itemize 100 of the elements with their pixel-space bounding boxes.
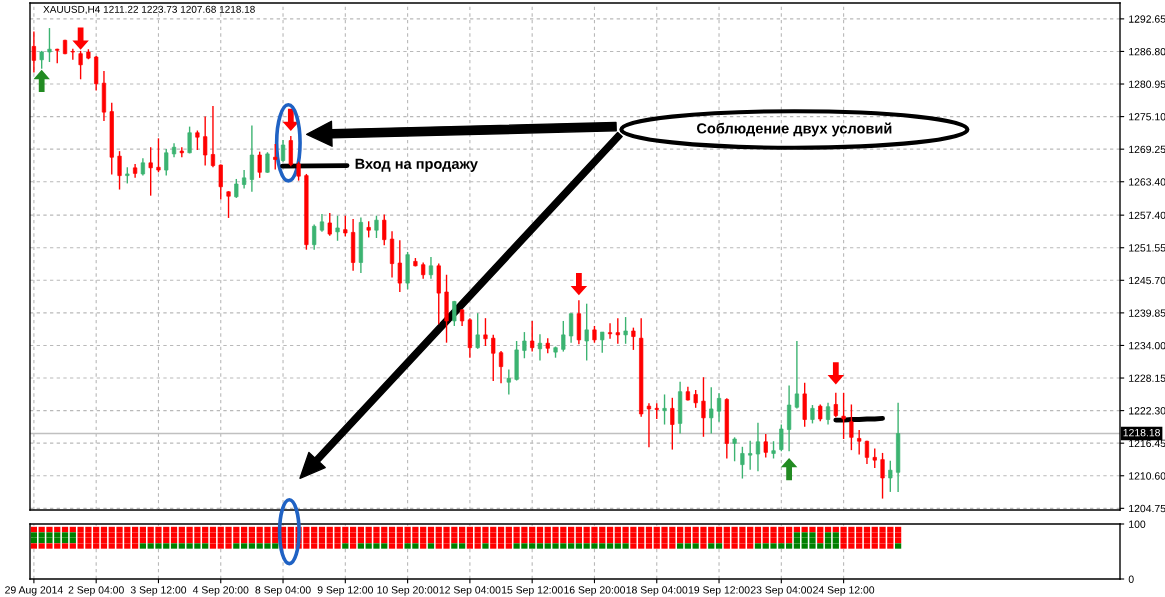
x-tick-label: 29 Aug 2014 (5, 586, 63, 596)
candlestick (857, 429, 862, 456)
candlestick (662, 393, 667, 426)
candlestick (537, 333, 543, 362)
candlestick (491, 334, 496, 382)
candlestick (296, 161, 301, 182)
candlestick (273, 143, 278, 171)
candlestick (195, 129, 200, 151)
candlestick (600, 331, 605, 354)
x-tick-label: 24 Sep 12:00 (813, 586, 875, 596)
y-tick-label: 1222.30 (1129, 407, 1165, 415)
candlestick (242, 169, 247, 190)
x-tick-label: 16 Sep 20:00 (564, 586, 626, 596)
candlestick (833, 392, 838, 418)
point (282, 108, 300, 132)
candlestick (117, 150, 122, 191)
candlestick (522, 331, 527, 359)
candlestick (623, 316, 628, 345)
candlestick (47, 27, 52, 63)
candlestick (779, 423, 784, 452)
y-tick-label: 1292.65 (1129, 15, 1165, 23)
candlestick (872, 447, 877, 469)
candlestick (335, 215, 340, 242)
x-tick-label: 9 Sep 12:00 (317, 586, 374, 596)
y-tick-label: 1286.80 (1129, 47, 1165, 56)
candlestick (584, 302, 589, 362)
annotation: Вход на продажу (355, 158, 478, 172)
candlestick (709, 386, 714, 435)
candlestick (569, 312, 574, 344)
x-tick-label: 10 Sep 20:00 (377, 586, 439, 596)
point (570, 273, 588, 296)
candlestick (732, 436, 737, 462)
candlestick (849, 403, 854, 451)
candlestick (257, 150, 262, 179)
candlestick (374, 215, 379, 239)
candlestick (179, 146, 184, 158)
x-tick-label: 19 Sep 12:00 (688, 586, 750, 596)
candlestick (701, 376, 706, 438)
y-tick-label: 1275.10 (1129, 113, 1165, 121)
y-tick-label: 1280.95 (1129, 80, 1165, 88)
candlestick (148, 146, 153, 197)
candlestick (164, 148, 169, 177)
candlestick (825, 402, 831, 426)
candlestick (646, 402, 652, 449)
candlestick (615, 317, 620, 345)
candlestick (265, 151, 270, 174)
candlestick (280, 139, 286, 163)
x-tick-label: 2 Sep 04:00 (68, 586, 124, 596)
y-tick-label: 1204.75 (1129, 504, 1165, 513)
chart-title: XAUUSD,H4 1211.22 1223.73 1207.68 1218.18 (43, 5, 255, 15)
candlestick (452, 300, 457, 327)
candlestick (740, 446, 745, 480)
point (827, 362, 845, 385)
y-tick-label: 1239.85 (1129, 309, 1165, 317)
y-tick-label: 0 (1128, 575, 1134, 583)
x-tick-label: 15 Sep 12:00 (501, 586, 563, 596)
candlestick (530, 320, 535, 353)
y-tick-label: 1210.60 (1129, 472, 1165, 480)
ref-line-label: 1218.18 (1123, 428, 1160, 437)
candlestick (748, 439, 753, 471)
candlestick (288, 135, 293, 167)
candlestick (716, 392, 722, 423)
candlestick (763, 433, 768, 459)
candlestick (312, 223, 317, 251)
candlestick (70, 47, 75, 61)
candlestick (234, 178, 239, 199)
candlestick (226, 190, 231, 219)
candlestick (841, 392, 846, 440)
candlestick (327, 212, 332, 237)
candlestick (475, 312, 480, 350)
candlestick (631, 326, 636, 351)
x-tick-label: 23 Sep 04:00 (750, 586, 812, 596)
candlestick (794, 340, 799, 410)
candlestick (343, 215, 348, 238)
x-tick-label: 18 Sep 04:00 (626, 586, 688, 596)
candlestick (210, 105, 216, 168)
y-tick-label: 1245.70 (1129, 276, 1165, 285)
y-tick-label: 100 (1129, 520, 1146, 528)
candlestick (810, 404, 815, 425)
candlestick (561, 320, 566, 353)
candlestick (31, 30, 36, 74)
y-tick-label: 1263.40 (1129, 178, 1165, 186)
candlestick (218, 163, 223, 201)
y-tick-label: 1257.40 (1129, 211, 1165, 220)
annotation: Соблюдение двух условий (697, 122, 892, 137)
point (72, 27, 89, 50)
point (780, 457, 798, 481)
candlestick (483, 317, 488, 347)
y-tick-label: 1269.25 (1129, 145, 1165, 154)
x-tick-label: 4 Sep 20:00 (192, 586, 249, 596)
x-tick-label: 3 Sep 12:00 (130, 586, 187, 596)
x-tick-label: 12 Sep 04:00 (439, 586, 501, 596)
point (33, 69, 50, 93)
x-tick-label: 8 Sep 04:00 (255, 586, 311, 596)
candlestick (755, 422, 761, 472)
candlestick (428, 256, 434, 280)
y-tick-label: 1216.45 (1129, 439, 1165, 448)
candlestick (397, 239, 402, 293)
candlestick (156, 137, 161, 173)
y-tick-label: 1228.15 (1129, 374, 1165, 382)
